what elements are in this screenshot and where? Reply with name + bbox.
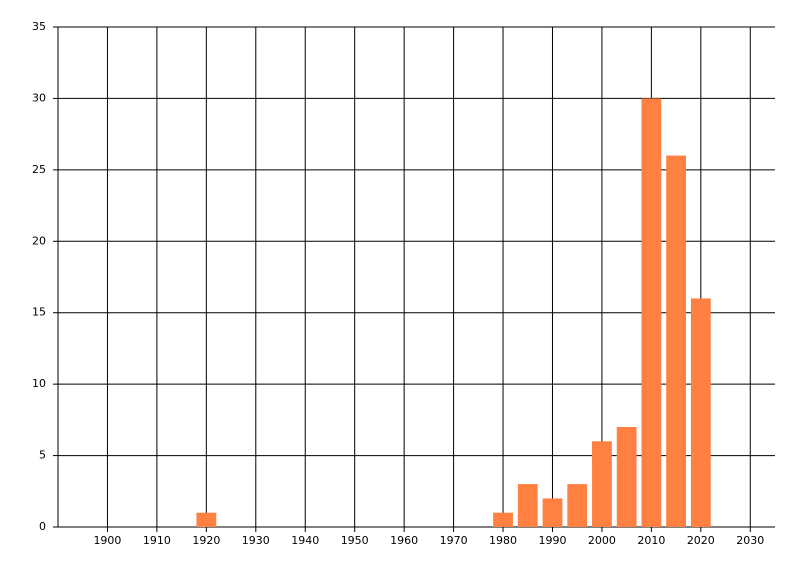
y-tick-label: 10 <box>32 377 46 390</box>
x-tick-label: 1950 <box>341 534 369 547</box>
y-tick-label: 5 <box>39 449 46 462</box>
x-tick-label: 2000 <box>588 534 616 547</box>
x-tick-label: 1970 <box>440 534 468 547</box>
bar <box>641 98 662 527</box>
x-tick-label: 1940 <box>291 534 319 547</box>
x-tick-label: 2020 <box>687 534 715 547</box>
x-tick-label: 1990 <box>538 534 566 547</box>
y-tick-label: 20 <box>32 234 46 247</box>
x-tick-label: 2030 <box>736 534 764 547</box>
bar <box>517 484 538 527</box>
y-tick-label: 30 <box>32 91 46 104</box>
x-tick-label: 1980 <box>489 534 517 547</box>
bar <box>196 512 217 527</box>
bar <box>690 298 711 527</box>
x-tick-label: 1900 <box>93 534 121 547</box>
y-tick-label: 15 <box>32 306 46 319</box>
bar <box>567 484 588 527</box>
y-tick-label: 0 <box>39 520 46 533</box>
y-tick-label: 35 <box>32 20 46 33</box>
x-tick-label: 1920 <box>192 534 220 547</box>
x-tick-label: 2010 <box>637 534 665 547</box>
bar <box>616 427 637 527</box>
x-tick-label: 1930 <box>242 534 270 547</box>
x-tick-label: 1910 <box>143 534 171 547</box>
x-tick-label: 1960 <box>390 534 418 547</box>
bar <box>493 512 513 527</box>
bar <box>592 441 612 527</box>
bar <box>542 498 563 527</box>
y-tick-label: 25 <box>32 163 46 176</box>
bar <box>666 155 686 528</box>
